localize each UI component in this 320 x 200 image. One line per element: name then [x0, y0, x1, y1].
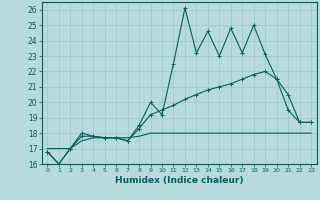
X-axis label: Humidex (Indice chaleur): Humidex (Indice chaleur): [115, 176, 244, 185]
